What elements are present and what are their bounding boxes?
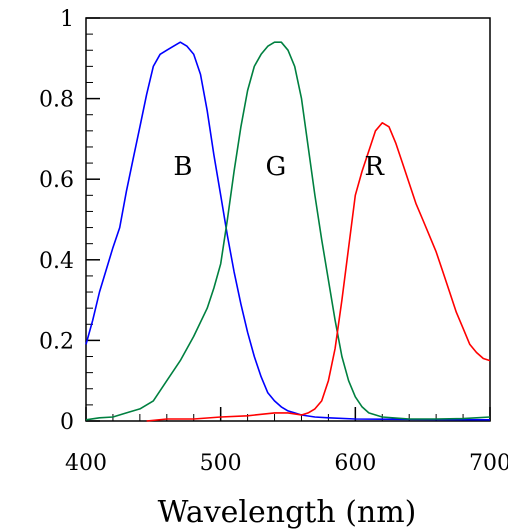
y-tick-label: 0.2 (39, 329, 74, 354)
series-line-b (85, 41, 491, 421)
series-line-r (146, 122, 491, 422)
x-tick-label: 600 (334, 451, 376, 476)
y-tick-label: 0.8 (39, 88, 74, 113)
y-tick-label: 0 (60, 410, 74, 435)
y-tick-label: 1 (60, 7, 74, 32)
x-tick-label: 700 (469, 451, 508, 476)
y-tick-label: 0.6 (39, 168, 74, 193)
y-tick-label: 0.4 (39, 249, 74, 274)
axes: 0 0.2 0.4 0.6 0.8 1 400 500 600 700 (39, 7, 508, 476)
series-label-b: B (173, 152, 192, 182)
x-tick-label: 400 (65, 451, 107, 476)
series-line-g (85, 41, 491, 421)
series-layer (85, 41, 491, 422)
series-label-r: R (364, 152, 385, 182)
x-axis-title: Wavelength (nm) (158, 495, 417, 529)
x-tick-label: 500 (200, 451, 242, 476)
series-label-g: G (265, 152, 286, 182)
plot-frame (85, 17, 491, 422)
